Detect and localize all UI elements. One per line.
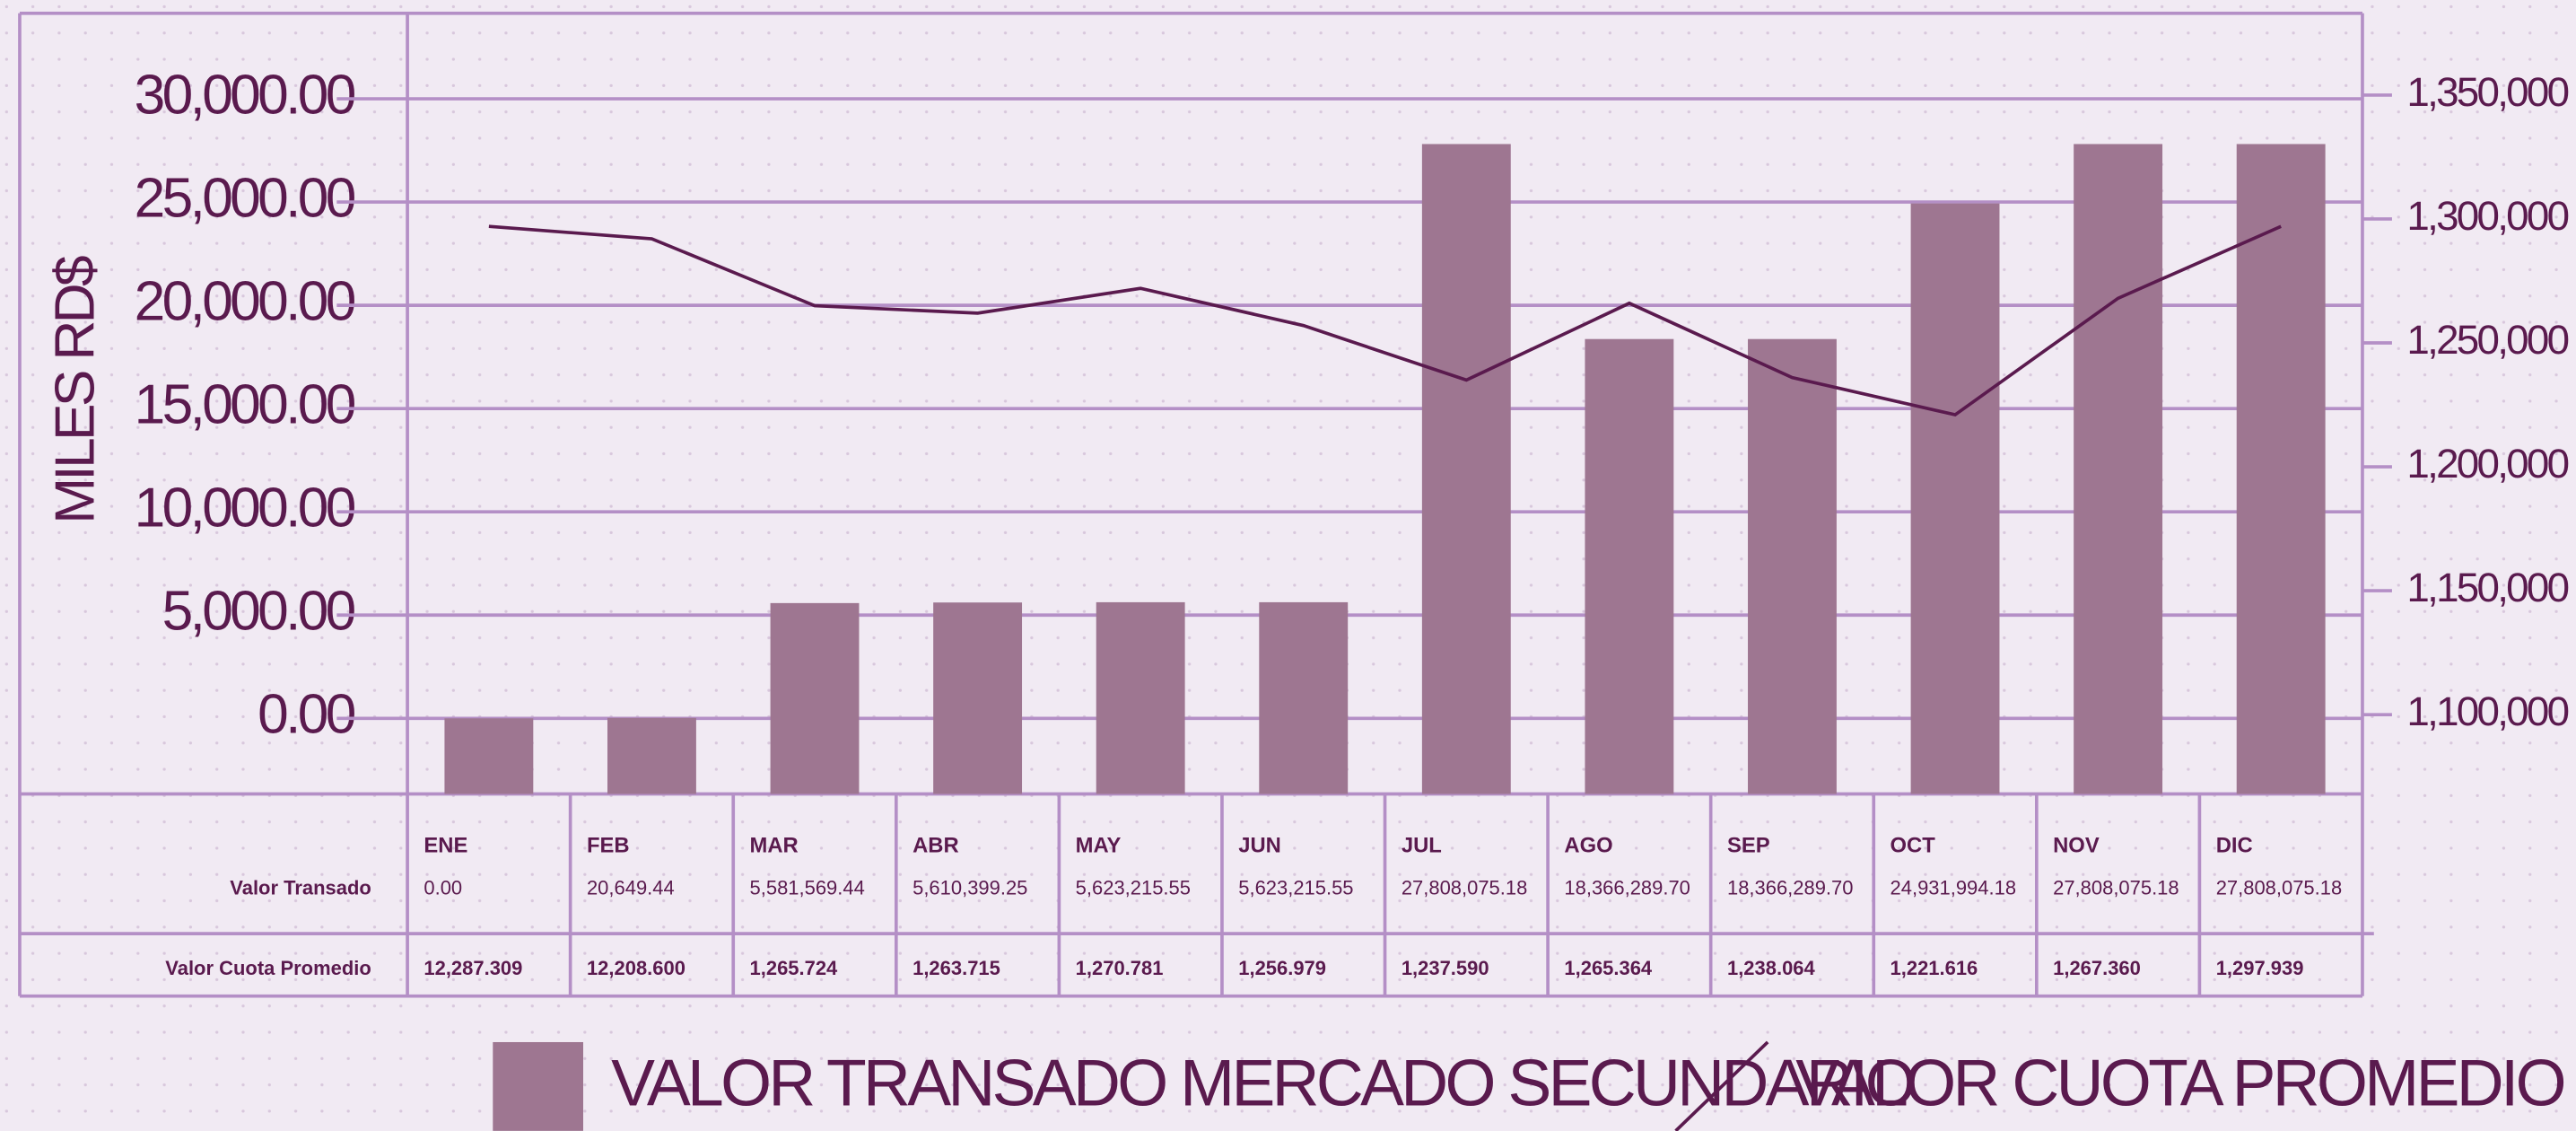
bar [1421,144,1511,794]
table-value: 27,808,075.18 [2216,877,2343,899]
table-value: 1,256.979 [1238,957,1326,979]
table-value: 5,623,215.55 [1238,877,1353,899]
table-value: 1,265.724 [750,957,839,979]
month-label: DIC [2216,833,2253,857]
table-value: 5,623,215.55 [1076,877,1191,899]
table-value: 0.00 [424,877,462,899]
bar [1585,338,1674,794]
y-tick-label: 20,000.00 [135,271,355,333]
table-value: 27,808,075.18 [2053,877,2179,899]
month-label: NOV [2053,833,2100,857]
bar [1096,601,1185,794]
y-tick-label: 30,000.00 [135,64,355,126]
y-tick-label: 0.00 [258,684,355,746]
y2-tick-label: 1,300,000 [2406,193,2568,239]
y2-tick-label: 1,250,000 [2406,317,2568,363]
month-label: JUL [1402,833,1442,857]
y-tick-label: 5,000.00 [162,581,355,643]
table-value: 1,263.715 [913,957,1000,979]
y2-tick-label: 1,350,000 [2406,69,2568,115]
month-label: ABR [913,833,959,857]
y-axis-label: MILES RD$ [44,256,106,524]
bar [1748,338,1837,794]
bar [607,717,696,794]
table-value: 24,931,994.18 [1891,877,2017,899]
y2-tick-label: 1,100,000 [2406,688,2568,734]
bar [2236,144,2326,794]
month-label: SEP [1727,833,1770,857]
bar [933,602,1023,794]
y2-tick-label: 1,200,000 [2406,441,2568,487]
table-value: 1,221.616 [1891,957,1978,979]
bar [444,718,534,794]
frame [18,11,2374,998]
table-value: 12,208.600 [587,957,685,979]
legend-swatch [493,1041,584,1131]
legend-label: VALOR TRANSADO MERCADO SECUNDARIO [611,1047,1914,1120]
table-value: 1,265.364 [1564,957,1653,979]
y-tick-label: 15,000.00 [135,374,355,436]
month-label: JUN [1238,833,1281,857]
row-label: Valor Transado [230,877,371,899]
y2-tick-label: 1,150,000 [2406,565,2568,610]
month-label: FEB [587,833,630,857]
table-value: 20,649.44 [587,877,675,899]
bar [770,602,860,794]
table-value: 5,581,569.44 [750,877,865,899]
month-label: OCT [1891,833,1936,857]
table-value: 18,366,289.70 [1564,877,1690,899]
y-tick-label: 10,000.00 [135,478,355,539]
y-tick-label: 25,000.00 [135,168,355,230]
month-label: MAY [1076,833,1122,857]
table-value: 1,237.590 [1402,957,1489,979]
bar [2074,144,2163,794]
bar [1259,601,1349,794]
table-value: 12,287.309 [424,957,522,979]
line [488,224,2282,417]
table-value: 1,267.360 [2053,957,2141,979]
table-value: 27,808,075.18 [1402,877,1528,899]
month-label: MAR [750,833,799,857]
month-label: AGO [1564,833,1612,857]
table-value: 5,610,399.25 [913,877,1027,899]
table-value: 1,238.064 [1727,957,1816,979]
legend-swatch [1674,1040,1769,1131]
row-label: Valor Cuota Promedio [165,957,371,979]
table-value: 1,297.939 [2216,957,2304,979]
bar [1910,203,2000,794]
table-value: 1,270.781 [1076,957,1164,979]
table-value: 18,366,289.70 [1727,877,1853,899]
legend-label: VALOR CUOTA PROMEDIO [1795,1047,2563,1120]
month-label: ENE [424,833,467,857]
